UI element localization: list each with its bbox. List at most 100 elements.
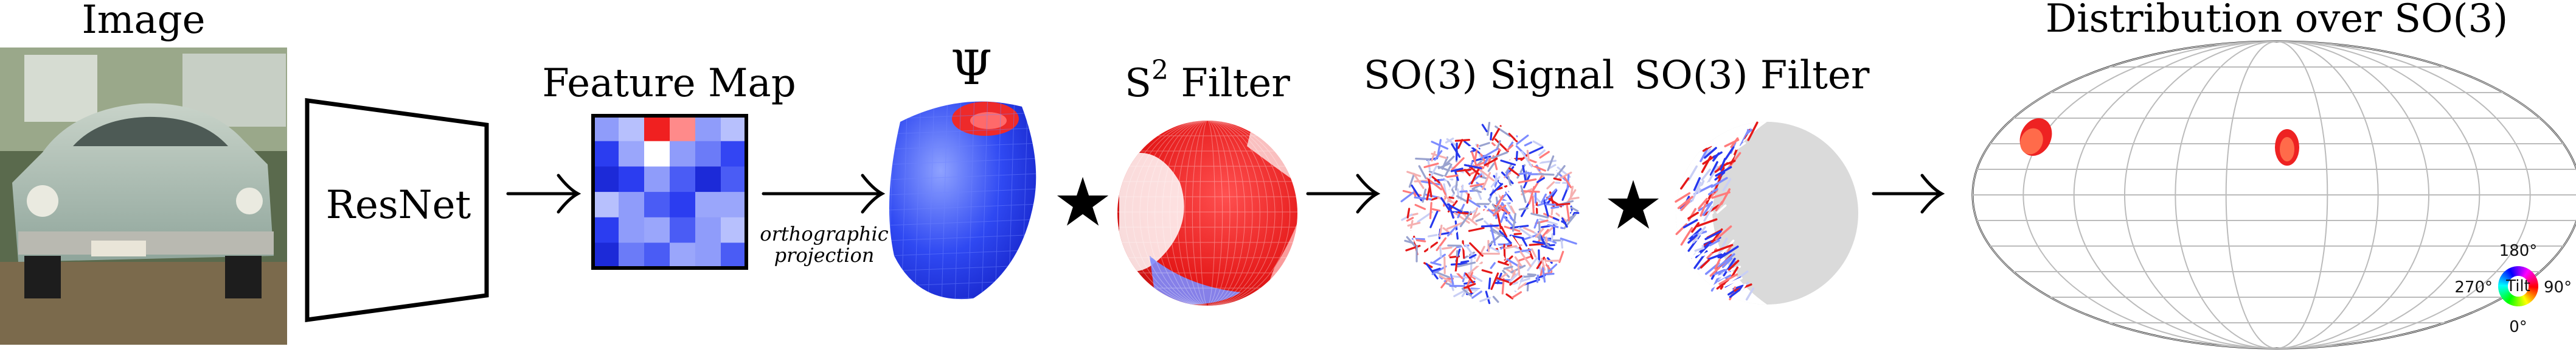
legend-bottom-label: 0° [2509,318,2527,336]
arrow-right-icon [1306,174,1381,214]
signal-stroke [1443,174,1459,178]
feature-cell [644,141,670,167]
signal-stroke [1444,185,1453,205]
signal-stroke [1495,242,1505,260]
signal-stroke [1451,230,1459,238]
signal-stroke [1406,217,1414,222]
signal-stroke [1479,169,1495,182]
signal-stroke [1479,142,1490,147]
signal-stroke [1485,146,1497,153]
projection-label-line2: projection [774,244,875,267]
signal-stroke [1512,192,1522,204]
feature-cell [619,217,645,243]
signal-stroke [1559,180,1563,189]
filter-stroke [1706,165,1719,185]
signal-stroke [1501,171,1514,185]
signal-stroke [1431,253,1446,264]
filter-stroke [1715,166,1732,177]
feature-cell [619,242,645,269]
signal-stroke [1439,224,1443,238]
signal-stroke [1499,230,1512,244]
signal-stroke [1517,282,1527,290]
signal-stroke [1442,176,1454,183]
signal-stroke [1446,203,1463,213]
signal-stroke [1457,261,1476,268]
signal-stroke [1490,246,1500,253]
filter-stroke [1712,244,1734,253]
filter-stroke [1745,287,1755,301]
signal-stroke [1434,150,1443,161]
signal-stroke [1513,245,1531,255]
feature-cell [721,192,747,218]
filter-stroke [1707,252,1726,261]
signal-stroke [1462,176,1470,194]
signal-stroke [1421,180,1441,186]
signal-stroke [1507,125,1518,141]
signal-stroke [1481,199,1495,216]
signal-stroke [1425,227,1428,241]
filter-stroke [1692,226,1706,244]
filter-stroke [1720,158,1726,171]
signal-stroke [1481,124,1488,133]
filter-stroke [1717,252,1728,259]
signal-stroke [1500,225,1508,238]
signal-stroke [1485,291,1491,305]
signal-stroke [1527,273,1537,276]
feature-map-border [591,114,748,270]
signal-stroke [1487,162,1495,172]
signal-stroke [1428,234,1438,238]
signal-stroke [1500,160,1516,166]
s2-filter-title: S2 Filter [1125,55,1290,106]
signal-stroke [1495,125,1511,137]
feature-cell [644,166,670,192]
signal-stroke [1460,260,1470,264]
filter-stroke [1700,259,1710,269]
signal-stroke [1423,163,1439,169]
signal-stroke [1487,121,1491,136]
signal-stroke [1515,281,1521,291]
filter-stroke [1713,269,1727,276]
feature-cell [670,192,696,218]
signal-stroke [1454,139,1470,142]
signal-stroke [1503,244,1506,261]
signal-stroke [1470,167,1481,185]
signal-stroke [1541,225,1551,228]
signal-stroke [1483,157,1490,165]
signal-stroke [1437,162,1451,169]
signal-stroke [1498,126,1507,131]
signal-stroke [1522,227,1535,233]
signal-stroke [1541,245,1554,250]
arrow-right-icon [762,174,886,214]
feature-cell [670,141,696,167]
signal-stroke [1496,139,1501,149]
filter-stroke [1691,237,1710,250]
signal-stroke [1532,196,1535,214]
signal-stroke [1500,273,1508,278]
filter-stroke [1677,196,1693,210]
filter-stroke [1703,206,1713,222]
signal-stroke [1492,295,1499,303]
star-convolution-icon: ★ [1603,166,1664,244]
signal-stroke [1503,266,1513,270]
projection-label-line1: orthographic [760,222,888,245]
signal-stroke [1527,257,1538,272]
signal-stroke [1560,238,1577,245]
filter-stroke [1699,203,1707,217]
signal-stroke [1422,188,1427,203]
signal-stroke [1547,155,1555,171]
legend-top-label: 180° [2499,242,2538,260]
signal-stroke [1465,272,1474,284]
so3-filter-title: SO(3) Filter [1634,53,1870,98]
signal-stroke [1445,245,1457,256]
filter-stroke [1701,168,1711,181]
signal-stroke [1442,246,1453,250]
signal-stroke [1533,219,1539,229]
signal-stroke [1473,161,1485,167]
filter-stroke [1708,188,1718,196]
signal-stroke [1508,167,1519,176]
signal-stroke [1490,224,1496,244]
signal-stroke [1507,157,1516,161]
signal-stroke [1488,277,1491,290]
signal-stroke [1431,208,1441,212]
